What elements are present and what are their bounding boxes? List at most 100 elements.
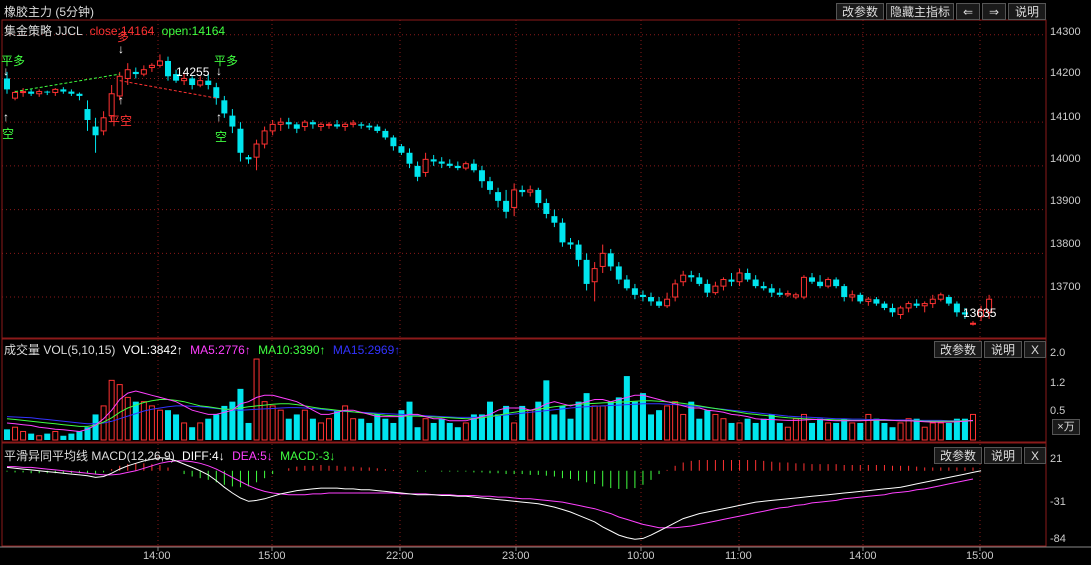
candle-body: [784, 293, 791, 296]
grid-lines: [0, 19, 1091, 551]
candle-body: [173, 74, 180, 81]
volume-bar: [623, 376, 630, 440]
volume-close-button[interactable]: X: [1024, 341, 1046, 358]
volume-bar: [181, 422, 188, 441]
volume-bar: [551, 414, 558, 440]
volume-layer: [4, 358, 976, 441]
candle-body: [20, 91, 27, 94]
candle-body: [591, 268, 598, 283]
ma5-value: MA5:2776↑: [190, 343, 251, 357]
candle-body: [12, 91, 19, 99]
volume-bar: [792, 418, 799, 441]
candle-body: [656, 301, 663, 306]
volume-unit-button[interactable]: ×万: [1052, 419, 1080, 435]
volume-bar: [382, 418, 389, 440]
candle-body: [156, 60, 163, 66]
price-tick: 14100: [1050, 111, 1081, 123]
time-tick: 14:00: [143, 550, 171, 562]
params-button[interactable]: 改参数: [836, 3, 884, 20]
candle-body: [639, 294, 646, 298]
candle-body: [889, 307, 896, 313]
diff-value: DIFF:4↓: [182, 449, 225, 463]
candle-body: [478, 170, 485, 182]
volume-bar: [720, 418, 727, 441]
volume-bar: [607, 401, 614, 440]
candle-body: [285, 122, 292, 125]
arrow-up-icon: ↑: [216, 110, 222, 124]
time-tick: 15:00: [258, 550, 286, 562]
candle-body: [36, 91, 43, 95]
candle-body: [970, 322, 976, 325]
candle-body: [342, 123, 349, 128]
candle-body: [873, 299, 880, 304]
price-tick: 14300: [1050, 26, 1081, 38]
volume-bar: [760, 418, 767, 440]
volume-tick: 1.2: [1050, 377, 1066, 389]
volume-title: 成交量 VOL(5,10,15): [4, 343, 116, 357]
volume-bar: [446, 422, 453, 440]
candle-body: [60, 89, 67, 92]
volume-bar: [4, 429, 10, 440]
candle-body: [301, 121, 308, 128]
scroll-left-button[interactable]: ⇐: [956, 3, 980, 20]
scroll-right-button[interactable]: ⇒: [982, 3, 1006, 20]
candle-body: [76, 93, 83, 96]
volume-params-button[interactable]: 改参数: [934, 341, 982, 358]
candle-body: [519, 189, 526, 193]
volume-bar: [301, 409, 308, 441]
candle-body: [615, 266, 622, 280]
candle-body: [68, 91, 75, 94]
candle-body: [503, 200, 510, 212]
volume-bar: [728, 422, 735, 440]
volume-bar: [559, 405, 566, 440]
price-tick: 14000: [1050, 153, 1081, 165]
volume-bar: [124, 396, 131, 441]
volume-bar: [776, 422, 783, 440]
candle-body: [205, 80, 212, 86]
volume-bar: [921, 426, 928, 441]
volume-bar: [800, 413, 807, 441]
candle-body: [108, 93, 115, 117]
volume-bar: [825, 422, 832, 441]
hide-main-indicator-button[interactable]: 隐藏主指标: [886, 3, 954, 20]
volume-bar: [849, 422, 856, 441]
macd-value: MACD:-3↓: [280, 449, 336, 463]
candle-body: [857, 294, 864, 302]
candle-body: [382, 130, 389, 138]
volume-bar: [881, 422, 888, 440]
candle-body: [116, 75, 123, 97]
candle-body: [937, 294, 944, 300]
macd-help-button[interactable]: 说明: [984, 447, 1022, 464]
price-tick: 13700: [1050, 281, 1081, 293]
candle-body: [849, 294, 856, 298]
volume-bar: [768, 414, 775, 440]
candle-body: [704, 283, 711, 293]
help-button[interactable]: 说明: [1008, 3, 1046, 20]
candle-body: [92, 126, 99, 136]
candle-body: [648, 297, 654, 302]
volume-bar: [809, 422, 815, 440]
volume-bar: [712, 413, 719, 441]
volume-bar: [535, 401, 542, 440]
candle-body: [28, 91, 35, 94]
candle-body: [446, 163, 453, 166]
macd-tick: 21: [1050, 453, 1063, 465]
candle-body: [132, 71, 139, 75]
volume-bar: [833, 422, 840, 440]
volume-help-button[interactable]: 说明: [984, 341, 1022, 358]
arrow-up-icon: ↑: [3, 110, 9, 124]
volume-bar: [84, 427, 91, 440]
candle-body: [277, 121, 284, 125]
candle-body: [688, 275, 695, 278]
candle-body: [350, 122, 357, 125]
volume-bar: [398, 410, 405, 440]
volume-bar: [495, 414, 502, 440]
candle-body: [897, 307, 904, 316]
candle-body: [921, 303, 928, 307]
candle-body: [905, 303, 912, 309]
candle-body: [181, 77, 188, 82]
macd-params-button[interactable]: 改参数: [934, 447, 982, 464]
candle-body: [792, 294, 799, 298]
volume-bar: [317, 422, 324, 441]
macd-close-button[interactable]: X: [1024, 447, 1046, 464]
